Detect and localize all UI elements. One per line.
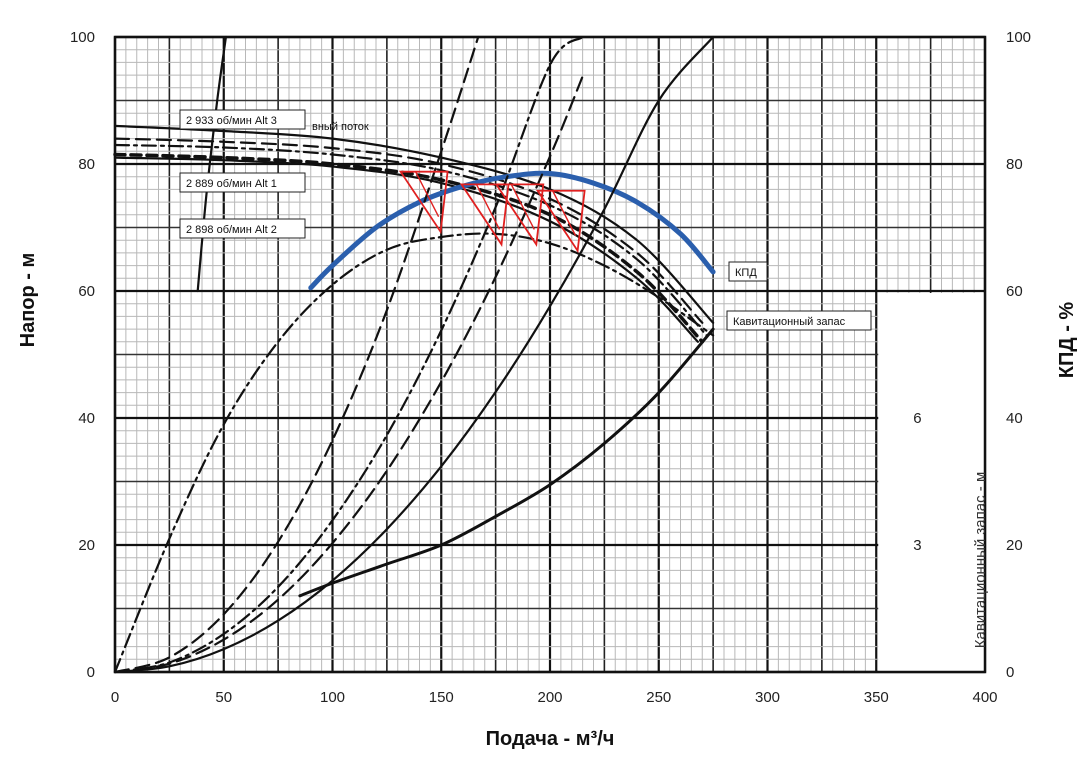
x-tick-label: 250 (646, 689, 671, 706)
y-axis-left-title: Напор - м (17, 253, 39, 348)
callout-label: КПД (735, 267, 757, 279)
callout-box (179, 109, 306, 130)
duty-point-marker-inner (552, 190, 577, 237)
y-right-tick-label: 0 (1006, 664, 1014, 681)
callout-box (179, 218, 306, 239)
x-tick-label: 150 (429, 689, 454, 706)
chart-callouts: 2 933 об/мин Alt 3 2 889 об/мин Alt 1 2 89… (179, 109, 872, 331)
callout-label: вный поток (312, 121, 369, 133)
x-tick-label: 0 (111, 689, 119, 706)
y-right-tick-label: 60 (1006, 283, 1023, 300)
y-left-tick-label: 100 (70, 29, 95, 46)
y-right-tick-label: 20 (1006, 537, 1023, 554)
y-left-tick-label: 0 (87, 664, 95, 681)
duty-point-marker-inner (510, 184, 535, 230)
npsh-scale-area (878, 293, 984, 671)
callout-box (728, 261, 768, 282)
npsh-tick-label: 3 (913, 537, 921, 554)
x-axis-title: Подача - м³/ч (486, 728, 615, 750)
plot-frame (113, 35, 987, 674)
x-tick-label: 400 (972, 689, 997, 706)
npsh-tick-label: 6 (913, 410, 921, 427)
callout-label: 2 889 об/мин Alt 1 (186, 178, 277, 190)
callout-box (179, 172, 306, 193)
x-tick-label: 350 (864, 689, 889, 706)
duty-point-marker (535, 189, 586, 254)
chart-series (113, 35, 716, 674)
duty-point-marker (494, 183, 545, 247)
callout-label: Кавитационный запас (733, 316, 846, 328)
series-line-system-11 (113, 35, 480, 674)
series-line-system-10 (113, 35, 584, 674)
npsh-axis-title: Кавитационный запас - м (972, 472, 989, 649)
x-tick-label: 50 (215, 689, 232, 706)
x-tick-label: 200 (537, 689, 562, 706)
y-left-tick-label: 80 (78, 156, 95, 173)
y-right-tick-label: 100 (1006, 29, 1031, 46)
callout-label: 2 933 об/мин Alt 3 (186, 115, 277, 127)
series-line-head-3 (113, 152, 705, 344)
duty-point-marker (398, 170, 449, 235)
x-tick-label: 100 (320, 689, 345, 706)
callout-box (726, 310, 872, 331)
y-right-tick-label: 40 (1006, 410, 1023, 427)
y-right-tick-label: 80 (1006, 156, 1023, 173)
series-line-head-0 (113, 124, 715, 324)
y-left-tick-label: 40 (78, 410, 95, 427)
callout-label: 2 898 об/мин Alt 2 (186, 224, 277, 236)
y-axis-right-title: КПД - % (1056, 302, 1078, 379)
chart-ticks: 0 50 100 150 200 250 300 350 400 0 20 40 60 80 100 0 20 4… (70, 29, 1031, 706)
series-line-system-8 (113, 35, 715, 674)
chart-markers (398, 170, 586, 254)
y-left-tick-label: 20 (78, 537, 95, 554)
series-line-efficiency-curve-6 (113, 232, 715, 674)
duty-point-marker-inner (414, 171, 440, 218)
series-line-head-2 (113, 143, 708, 337)
series-line-head-1 (113, 137, 704, 324)
y-left-tick-label: 60 (78, 283, 95, 300)
series-line-npsh-7 (298, 327, 715, 598)
series-line-head-4 (113, 156, 699, 343)
duty-point-marker (459, 183, 510, 247)
x-tick-label: 300 (755, 689, 780, 706)
series-line-pump-start-12 (196, 35, 227, 293)
series-line-system-9 (113, 75, 584, 674)
duty-point-marker-inner (475, 184, 501, 230)
